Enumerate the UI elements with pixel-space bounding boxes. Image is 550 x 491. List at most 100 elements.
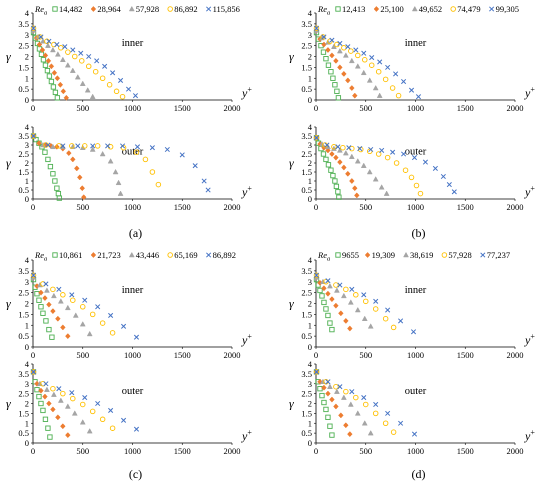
- data-point: [113, 88, 120, 95]
- data-point: [345, 44, 351, 50]
- data-point: [401, 151, 407, 157]
- data-point: [343, 286, 349, 293]
- data-point: [336, 147, 343, 153]
- data-point: [332, 82, 338, 88]
- data-point: [367, 323, 374, 329]
- data-point: [108, 312, 114, 319]
- data-point: [133, 334, 140, 340]
- y-tick-label: 1: [25, 176, 29, 186]
- panel-d: Rea 9655 19,309 38,619 57,928 77,23700.511.52…: [289, 250, 535, 481]
- data-point: [329, 396, 335, 403]
- data-point: [69, 67, 76, 73]
- x-tick-label: 1500: [457, 350, 474, 360]
- data-point: [108, 407, 114, 413]
- x-tick-label: 0: [31, 350, 35, 360]
- data-point: [325, 278, 331, 284]
- series: [30, 272, 116, 336]
- legend-label: 74,479: [457, 4, 480, 14]
- data-point: [335, 95, 342, 101]
- data-point: [313, 272, 320, 278]
- data-point: [347, 325, 353, 332]
- data-point: [44, 386, 50, 392]
- data-point: [50, 286, 56, 293]
- legend-label: 43,446: [136, 250, 159, 260]
- x-tick-label: 1000: [407, 103, 424, 113]
- data-point: [50, 391, 57, 397]
- y-tick-label: 3: [25, 379, 29, 389]
- data-point: [321, 34, 327, 40]
- data-point: [353, 292, 359, 298]
- subplot-outer: 00.511.522.533.54 0 500 1000 1500 2000 γ y+ oute…: [289, 122, 535, 212]
- y-tick-label: 3.5: [18, 131, 29, 141]
- y-axis-label: γ: [6, 50, 11, 64]
- data-point: [362, 57, 368, 63]
- y-tick-label: 0: [308, 342, 312, 352]
- data-point: [329, 326, 335, 333]
- data-point: [325, 312, 331, 319]
- data-point: [313, 25, 320, 31]
- data-point: [327, 320, 333, 326]
- data-point: [39, 47, 46, 53]
- subplot-title: outer: [405, 146, 427, 157]
- subplot-inner: 00.511.522.533.54 0 500 1000 1500 2000 γ y+ inne…: [289, 8, 535, 113]
- x-tick-label: 1000: [124, 103, 141, 113]
- data-point: [343, 388, 349, 395]
- data-point: [79, 401, 86, 408]
- legend-label: 57,928: [136, 4, 159, 14]
- data-point: [30, 25, 37, 31]
- y-tick-label: 3.5: [18, 266, 29, 276]
- data-point: [393, 160, 400, 166]
- data-point: [390, 149, 396, 155]
- data-point: [94, 58, 100, 64]
- data-point: [341, 70, 347, 77]
- data-point: [330, 75, 336, 81]
- data-point: [363, 298, 369, 305]
- data-point: [343, 317, 349, 324]
- data-point: [352, 185, 358, 192]
- data-point: [333, 403, 339, 410]
- legend-label: 9655: [342, 250, 359, 260]
- x-tick-label: 2000: [507, 350, 524, 360]
- data-point: [155, 181, 162, 188]
- x-tick-label: 1500: [174, 446, 191, 456]
- data-point: [55, 190, 62, 197]
- y-tick-label: 2: [308, 158, 312, 168]
- data-point: [49, 143, 56, 150]
- data-point: [327, 383, 333, 389]
- data-point: [330, 145, 337, 151]
- data-point: [133, 149, 140, 155]
- data-point: [354, 306, 361, 313]
- data-point: [372, 84, 379, 91]
- data-point: [50, 84, 57, 90]
- data-point: [50, 292, 57, 299]
- y-tick-label: 1: [308, 418, 312, 428]
- data-point: [60, 292, 66, 298]
- y-tick-label: 3.5: [301, 19, 312, 29]
- legend-marker: [450, 6, 456, 12]
- x-tick-label: 1500: [174, 350, 191, 360]
- data-point: [38, 289, 44, 296]
- data-point: [38, 51, 45, 57]
- data-point: [375, 151, 382, 157]
- data-point: [333, 383, 339, 390]
- data-point: [325, 162, 332, 168]
- data-point: [328, 69, 334, 75]
- subplot-title: outer: [122, 146, 144, 157]
- data-point: [38, 304, 44, 310]
- y-tick-label: 3.5: [301, 131, 312, 141]
- data-point: [345, 170, 351, 177]
- data-point: [102, 63, 108, 69]
- data-point: [361, 315, 368, 321]
- data-point: [382, 76, 389, 83]
- data-point: [78, 50, 84, 56]
- data-point: [384, 154, 391, 161]
- y-tick-label: 4: [25, 359, 30, 369]
- data-point: [417, 190, 424, 197]
- series: [30, 369, 140, 432]
- legend-title: Rea: [317, 250, 330, 263]
- data-point: [89, 311, 96, 318]
- data-point: [205, 187, 211, 193]
- data-point: [42, 416, 49, 422]
- series: [313, 272, 417, 335]
- series: [313, 274, 374, 329]
